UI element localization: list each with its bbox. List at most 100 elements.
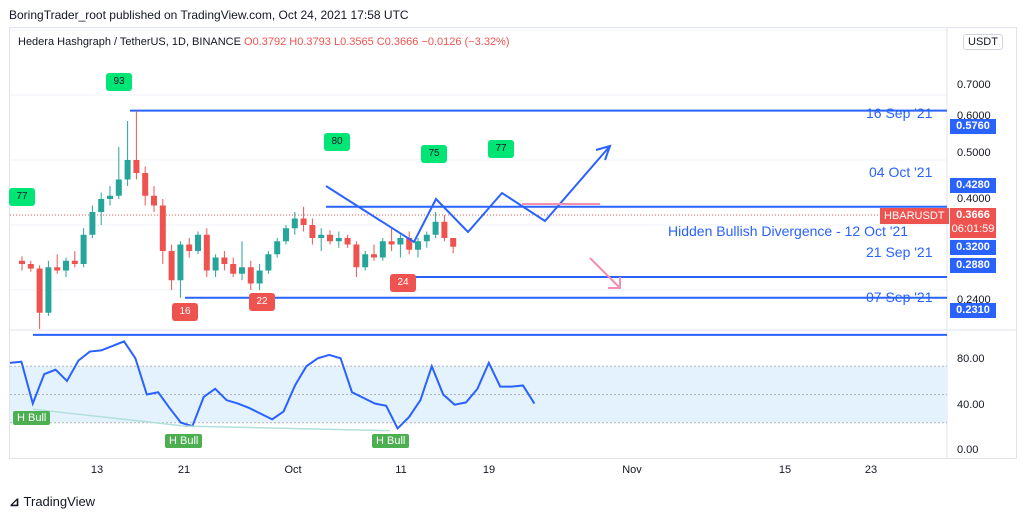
symbol-tag: HBARUSDT [880,208,949,224]
legend-low: L0.3565 [333,36,374,48]
price-tag-231: 0.2310 [950,303,996,318]
candle-body [186,244,193,251]
candle-body [344,238,351,245]
candle-body [168,251,175,281]
last-price: 0.3666 [956,209,990,221]
hidden-bull-label: H Bull [372,434,410,448]
legend-open: O0.3792 [244,36,287,48]
currency-button[interactable]: USDT [963,34,1003,50]
candle-body [265,254,272,271]
candle-body [133,160,140,173]
candle-body [318,234,325,238]
symbol-legend: Hedera Hashgraph / TetherUS, 1D, BINANCE… [18,36,510,48]
last-price-tag: 0.3666 06:01:59 [950,208,996,238]
legend-close: C0.3666 [376,36,419,48]
candle-body [142,173,149,196]
divergence-line [184,425,391,432]
candle-body [362,254,369,268]
candle-body [335,238,342,242]
chart-grid [10,28,1016,458]
candle-body [19,260,25,264]
candle-body [45,267,52,313]
level-label-16sep: 16 Sep '21 [866,105,933,121]
candle-body [27,264,34,269]
tradingview-logo[interactable]: ⊿ TradingView [9,494,95,510]
osc-tick: 40.00 [957,399,985,411]
publisher-caption: BoringTrader_root published on TradingVi… [9,8,409,22]
down-arrow [589,257,621,289]
tradingview-brand: TradingView [23,494,96,509]
price-tick: 0.5000 [957,147,991,159]
candle-body [80,234,87,264]
candle-body [300,218,307,225]
candle-body [406,238,413,250]
divergence-line [32,408,186,427]
level-label-04oct: 04 Oct '21 [869,164,933,180]
rsi-marker-green: 75 [421,145,447,163]
down-arrow-head [608,277,621,289]
candle-body [63,260,69,271]
legend-symbol: Hedera Hashgraph / TetherUS, 1D, BINANCE [18,36,241,48]
time-tick: Oct [284,464,302,476]
candle-body [107,195,113,199]
price-tick: 0.7000 [957,79,991,91]
candle-body [371,254,377,258]
candle-body [309,225,316,238]
horizontal-levels [33,109,947,336]
oscillator-series [9,340,536,431]
rsi-marker-green: 77 [9,188,35,206]
candle-body [291,218,298,229]
time-tick: 21 [177,464,191,476]
candle-body [247,267,254,284]
candle-body [212,257,219,271]
bar-countdown: 06:01:59 [951,223,995,235]
oscillator-line [9,340,536,432]
candle-body [71,260,78,264]
candle-body [274,241,281,255]
candle-body [54,267,61,271]
level-label-07sep: 07 Sep '21 [866,289,933,305]
candle-body [115,179,122,196]
candle-body [388,241,395,245]
candle-body [397,238,404,245]
legend-change: −0.0126 (−3.32%) [421,36,510,48]
price-tick: 0.4000 [957,193,991,205]
osc-tick: 0.00 [957,444,979,456]
price-tag-576: 0.5760 [950,119,996,134]
candle-body [230,264,237,274]
time-tick: 13 [90,464,104,476]
price-tag-428: 0.4280 [950,178,996,193]
candle-body [36,268,43,313]
rsi-marker-red: 16 [172,303,198,321]
candle-body [432,221,439,235]
candle-body [159,205,166,251]
candle-body [195,234,201,251]
candle-body [203,234,210,271]
time-tick: Nov [622,464,642,476]
candle-body [256,270,263,284]
candle-body [379,241,386,258]
candle-body [124,160,131,180]
time-tick: 15 [778,464,792,476]
time-tick: 23 [864,464,878,476]
rsi-marker-green: 77 [488,140,514,158]
level-label-21sep: 21 Sep '21 [866,244,933,260]
time-tick: 19 [482,464,496,476]
candle-body [353,244,360,268]
candle-body [177,244,184,281]
time-tick: 11 [395,464,407,476]
zigzag-projection [325,145,611,244]
up-arrow-head [595,144,612,161]
rsi-marker-green: 93 [106,73,132,91]
osc-tick: 80.00 [957,353,985,365]
candle-body [415,241,421,250]
hidden-bull-label: H Bull [13,411,51,425]
price-tag-320: 0.3200 [950,240,996,255]
trend-drawings [325,144,621,289]
tradingview-logo-icon: ⊿ [9,494,20,509]
rsi-marker-red: 24 [390,274,416,292]
oscillator-band [10,365,947,424]
candle-body [89,212,96,235]
candle-body [151,195,157,206]
